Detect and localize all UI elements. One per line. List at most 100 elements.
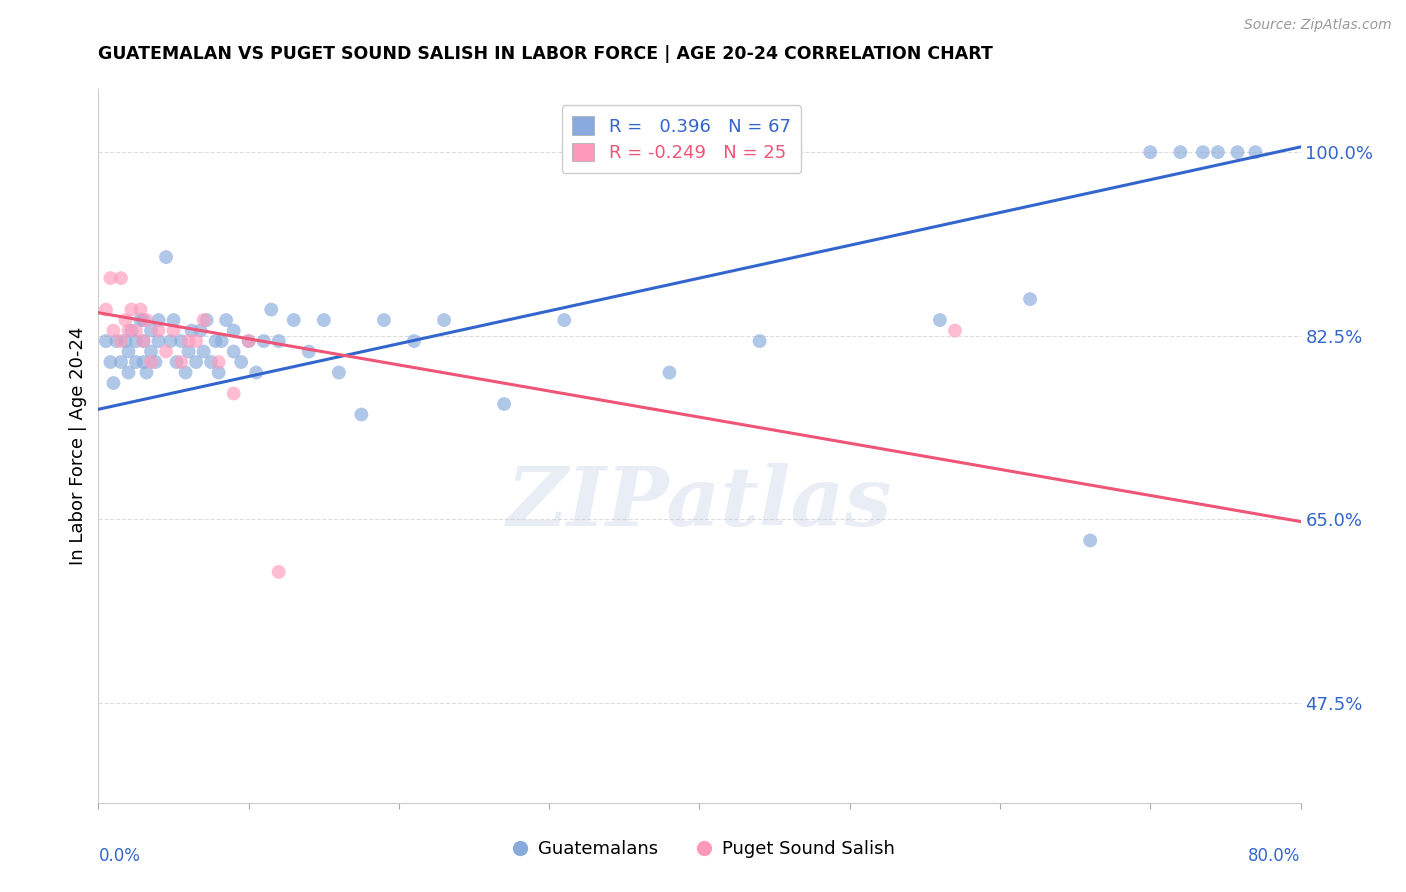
Point (162, 324, 184, 338)
Legend: R =   0.396   N = 67, R = -0.249   N = 25: R = 0.396 N = 67, R = -0.249 N = 25 (561, 105, 801, 173)
Point (553, 313, 575, 327)
Point (433, 313, 456, 327)
Point (121, 324, 143, 338)
Point (1192, 145, 1215, 160)
Point (166, 355, 188, 369)
Point (184, 334, 207, 348)
Point (193, 313, 215, 327)
Point (100, 271, 122, 285)
Point (350, 408, 373, 422)
Point (222, 344, 245, 359)
Point (162, 313, 184, 327)
Point (114, 313, 136, 327)
Point (103, 376, 125, 390)
Point (155, 344, 177, 359)
Point (253, 334, 276, 348)
Point (402, 334, 425, 348)
Point (139, 355, 162, 369)
Point (129, 302, 152, 317)
Point (184, 355, 207, 369)
Point (748, 334, 770, 348)
Point (328, 366, 350, 380)
Point (1139, 145, 1161, 160)
Point (190, 324, 212, 338)
Point (170, 355, 193, 369)
Point (215, 313, 238, 327)
Point (177, 344, 200, 359)
Point (139, 344, 162, 359)
Point (211, 334, 233, 348)
Text: 80.0%: 80.0% (1249, 847, 1301, 865)
Point (231, 355, 253, 369)
Point (373, 313, 395, 327)
Point (94, 334, 117, 348)
Point (139, 324, 162, 338)
Point (267, 334, 290, 348)
Point (260, 302, 283, 317)
Point (148, 313, 170, 327)
Point (208, 355, 231, 369)
Point (132, 334, 155, 348)
Point (1206, 145, 1229, 160)
Point (132, 334, 155, 348)
Point (267, 565, 290, 579)
Point (193, 344, 215, 359)
Text: Source: ZipAtlas.com: Source: ZipAtlas.com (1244, 18, 1392, 32)
Point (110, 271, 132, 285)
Point (174, 366, 197, 380)
Point (100, 355, 122, 369)
Point (145, 355, 167, 369)
Point (117, 324, 139, 338)
Point (177, 334, 200, 348)
Point (1244, 145, 1267, 160)
Text: 0.0%: 0.0% (98, 847, 141, 865)
Point (132, 355, 155, 369)
Point (200, 355, 222, 369)
Text: ZIPatlas: ZIPatlas (506, 463, 893, 543)
Point (129, 313, 152, 327)
Point (110, 355, 132, 369)
Point (494, 397, 516, 411)
Legend: Guatemalans, Puget Sound Salish: Guatemalans, Puget Sound Salish (505, 833, 901, 865)
Point (94, 302, 117, 317)
Point (238, 334, 260, 348)
Point (125, 334, 148, 348)
Point (135, 366, 157, 380)
Point (1078, 533, 1101, 548)
Point (170, 334, 193, 348)
Point (125, 355, 148, 369)
Point (245, 366, 267, 380)
Point (658, 366, 681, 380)
Point (1226, 145, 1249, 160)
Point (312, 313, 335, 327)
Point (148, 324, 170, 338)
Point (1170, 145, 1192, 160)
Point (195, 313, 218, 327)
Point (943, 324, 966, 338)
Point (103, 324, 125, 338)
Point (283, 313, 305, 327)
Point (132, 313, 155, 327)
Point (222, 324, 245, 338)
Point (105, 334, 128, 348)
Point (180, 324, 202, 338)
Point (298, 344, 321, 359)
Point (125, 324, 148, 338)
Point (1019, 292, 1042, 306)
Point (114, 334, 136, 348)
Y-axis label: In Labor Force | Age 20-24: In Labor Force | Age 20-24 (69, 326, 87, 566)
Point (117, 344, 139, 359)
Point (238, 334, 260, 348)
Point (117, 366, 139, 380)
Point (208, 366, 231, 380)
Point (148, 334, 170, 348)
Point (110, 334, 132, 348)
Point (155, 250, 177, 264)
Point (929, 313, 952, 327)
Point (135, 313, 157, 327)
Point (159, 334, 181, 348)
Point (121, 302, 143, 317)
Text: GUATEMALAN VS PUGET SOUND SALISH IN LABOR FORCE | AGE 20-24 CORRELATION CHART: GUATEMALAN VS PUGET SOUND SALISH IN LABO… (98, 45, 993, 62)
Point (222, 386, 245, 401)
Point (204, 334, 226, 348)
